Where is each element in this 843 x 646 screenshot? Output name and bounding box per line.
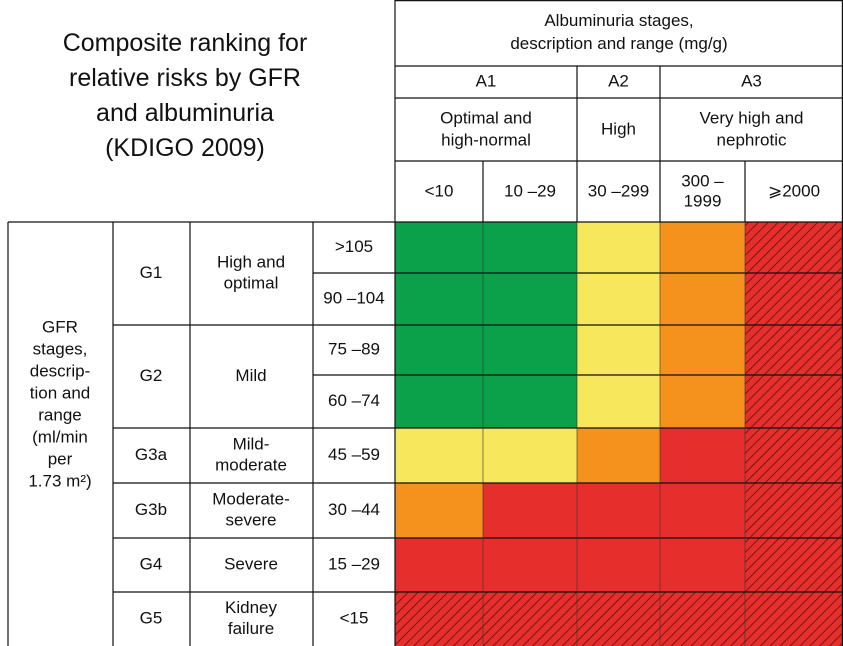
- stage-description: severe: [225, 510, 276, 529]
- risk-cell: [745, 273, 843, 325]
- range-label: 15 –29: [328, 554, 380, 573]
- risk-cell: [660, 592, 745, 646]
- gfr-header: stages,: [33, 339, 88, 358]
- gfr-header: tion and: [30, 383, 91, 402]
- title-line: Composite ranking for: [63, 29, 308, 57]
- stage-description: Mild: [235, 366, 266, 385]
- title-line: (KDIGO 2009): [105, 134, 265, 162]
- stage-description: nephrotic: [717, 130, 787, 149]
- risk-cell: [577, 375, 660, 428]
- risk-cell: [745, 592, 843, 646]
- title-line: and albuminuria: [96, 99, 274, 127]
- risk-cell: [395, 375, 483, 428]
- risk-cell: [745, 428, 843, 483]
- risk-cell: [483, 483, 577, 538]
- risk-cell: [395, 428, 483, 483]
- risk-cell: [483, 222, 577, 273]
- risk-cell: [483, 273, 577, 325]
- range-label: 45 –59: [328, 445, 380, 464]
- stage-label: A2: [608, 71, 629, 90]
- range-label: 10 –29: [504, 181, 556, 200]
- risk-cell: [660, 325, 745, 375]
- range-label: 75 –89: [328, 339, 380, 358]
- risk-cell: [395, 483, 483, 538]
- risk-cell: [660, 222, 745, 273]
- risk-cell: [660, 483, 745, 538]
- stage-description: Severe: [224, 554, 278, 573]
- range-label: 30 –299: [588, 181, 649, 200]
- gfr-header: descrip-: [30, 361, 90, 380]
- stage-label: G2: [140, 366, 163, 385]
- albuminuria-header: description and range (mg/g): [510, 34, 727, 53]
- gfr-header: 1.73 m²): [28, 471, 91, 490]
- range-label: ⩾2000: [768, 181, 820, 200]
- risk-cell: [577, 483, 660, 538]
- stage-label: G3b: [135, 500, 167, 519]
- risk-cell: [395, 222, 483, 273]
- risk-cell: [660, 428, 745, 483]
- stage-description: Kidney: [225, 598, 277, 617]
- risk-cell: [483, 375, 577, 428]
- risk-cell: [577, 273, 660, 325]
- stage-description: failure: [228, 619, 274, 638]
- risk-cell: [745, 538, 843, 592]
- gfr-header: GFR: [42, 317, 78, 336]
- range-label: 90 –104: [323, 288, 384, 307]
- stage-label: G1: [140, 263, 163, 282]
- risk-cell: [395, 538, 483, 592]
- stage-description: Mild-: [233, 434, 270, 453]
- title-line: relative risks by GFR: [69, 64, 301, 92]
- range-label: 60 –74: [328, 391, 380, 410]
- risk-cell: [483, 592, 577, 646]
- risk-cell: [395, 273, 483, 325]
- stage-description: High: [601, 119, 636, 138]
- risk-cell: [577, 592, 660, 646]
- risk-cell: [577, 222, 660, 273]
- risk-cell: [745, 325, 843, 375]
- stage-description: Very high and: [700, 108, 804, 127]
- stage-label: A1: [476, 71, 497, 90]
- stage-label: G4: [140, 554, 163, 573]
- risk-cell: [745, 222, 843, 273]
- albuminuria-header: Albuminuria stages,: [544, 11, 693, 30]
- risk-cell: [660, 538, 745, 592]
- range-label: <10: [425, 181, 454, 200]
- risk-cell: [577, 538, 660, 592]
- stage-label: G3a: [135, 445, 168, 464]
- risk-cell: [577, 428, 660, 483]
- stage-description: Optimal and: [440, 108, 532, 127]
- stage-label: A3: [741, 71, 762, 90]
- stage-description: High and: [217, 252, 285, 271]
- risk-cell: [395, 592, 483, 646]
- risk-cell: [395, 325, 483, 375]
- range-label: 30 –44: [328, 500, 380, 519]
- risk-cell: [745, 483, 843, 538]
- stage-description: Moderate-: [212, 489, 289, 508]
- range-label: <15: [340, 608, 369, 627]
- risk-cell: [745, 375, 843, 428]
- risk-cell: [483, 428, 577, 483]
- gfr-header: range: [38, 405, 81, 424]
- stage-description: optimal: [224, 273, 279, 292]
- stage-description: moderate: [215, 455, 287, 474]
- risk-cell: [577, 325, 660, 375]
- gfr-header: (ml/min: [32, 427, 88, 446]
- stage-label: G5: [140, 608, 163, 627]
- risk-cell: [483, 538, 577, 592]
- range-label: 1999: [684, 191, 722, 210]
- stage-description: high-normal: [441, 130, 531, 149]
- risk-cell: [660, 375, 745, 428]
- risk-cell: [660, 273, 745, 325]
- risk-cell: [483, 325, 577, 375]
- range-label: 300 –: [681, 171, 724, 190]
- gfr-header: per: [48, 449, 73, 468]
- range-label: >105: [335, 237, 373, 256]
